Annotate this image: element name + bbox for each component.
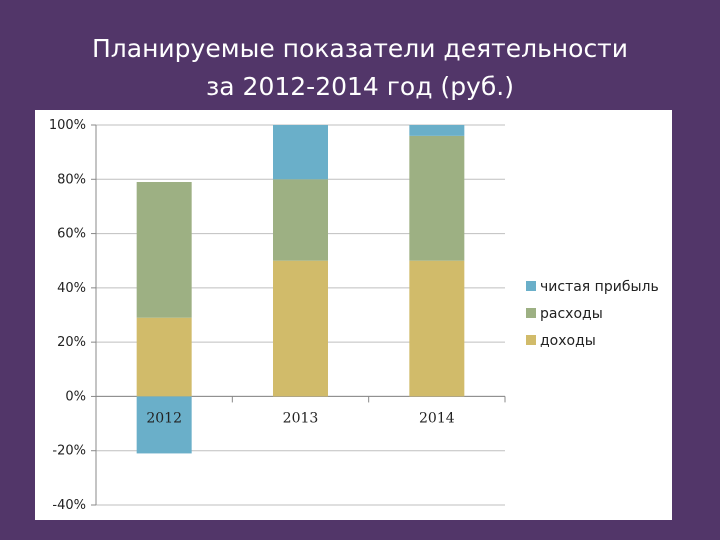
legend-label: расходы — [540, 306, 603, 322]
y-tick-label: 20% — [57, 335, 86, 350]
y-tick-label: 80% — [57, 172, 86, 187]
bar-доходы-2013 — [273, 260, 328, 397]
title-line-1: Планируемые показатели деятельности — [91, 34, 628, 63]
legend-label: чистая прибыль — [540, 279, 659, 295]
bar-расходы-2014 — [409, 135, 465, 261]
title-line-2: за 2012-2014 год (руб.) — [206, 72, 514, 101]
x-tick-label: 2012 — [146, 410, 182, 426]
bar-чистая-прибыль-2012 — [136, 396, 192, 454]
y-tick-label: 0% — [65, 389, 86, 404]
bar-расходы-2013 — [273, 179, 328, 261]
y-tick-label: 100% — [49, 118, 86, 133]
bar-расходы-2012 — [136, 182, 192, 318]
legend-swatch — [526, 281, 536, 291]
bar-доходы-2014 — [409, 260, 465, 397]
slide-title: Планируемые показатели деятельности за 2… — [0, 30, 720, 106]
x-tick-label: 2013 — [283, 410, 319, 426]
bar-чистая-прибыль-2014 — [409, 125, 465, 136]
y-tick-label: -40% — [52, 498, 86, 513]
legend-label: доходы — [540, 333, 596, 349]
bar-доходы-2012 — [136, 317, 192, 397]
bar-чистая-прибыль-2013 — [273, 125, 328, 180]
x-tick-label: 2014 — [419, 410, 455, 426]
legend-swatch — [526, 308, 536, 318]
y-tick-label: -20% — [52, 444, 86, 459]
y-tick-label: 40% — [57, 281, 86, 296]
legend-swatch — [526, 335, 536, 345]
y-tick-label: 60% — [57, 227, 86, 242]
